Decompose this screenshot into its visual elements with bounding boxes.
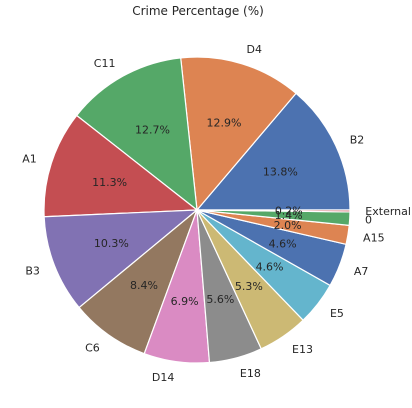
pie-percent-label: 12.9% <box>207 116 242 129</box>
pie-slices <box>43 56 351 364</box>
pie-percent-label: 0.2% <box>275 205 303 218</box>
pie-percent-label: 4.6% <box>269 237 297 250</box>
pie-category-label: 0 <box>365 214 372 227</box>
pie-category-label: A7 <box>354 265 369 278</box>
pie-slice-b2 <box>195 92 351 211</box>
pie-percent-label: 1.4% <box>275 209 303 222</box>
pie-percent-label: 6.9% <box>171 295 199 308</box>
pie-category-label: C11 <box>94 57 116 70</box>
pie-percent-label: 10.3% <box>94 237 129 250</box>
pie-category-label: D14 <box>152 371 174 384</box>
pie-percent-label: 11.3% <box>92 176 127 189</box>
pie-percent-labels: 13.8% 12.9% 12.7% 11.3% 10.3% 8.4% 6.9% 5.6%5.3… <box>92 116 303 308</box>
pie-percent-label: 12.7% <box>135 124 170 137</box>
pie-slice-b3 <box>43 209 199 309</box>
pie-category-label: C6 <box>85 341 100 354</box>
pie-category-label: E13 <box>292 343 313 356</box>
pie-category-label: A1 <box>22 153 37 166</box>
pie-slice-external <box>196 209 351 213</box>
pie-category-label: B2 <box>350 133 365 146</box>
pie-category-label: D4 <box>246 43 261 56</box>
pie-category-label: E5 <box>330 307 344 320</box>
pie-percent-label: 4.6% <box>256 260 284 273</box>
pie-slice-c11 <box>75 57 198 212</box>
pie-percent-label: 5.6% <box>206 293 234 306</box>
pie-category-label: A15 <box>363 231 385 244</box>
chart-title: Crime Percentage (%) <box>132 4 264 18</box>
pie-percent-label: 8.4% <box>130 279 158 292</box>
pie-category-label: E18 <box>240 367 261 380</box>
pie-category-label: External <box>365 205 411 218</box>
pie-percent-label: 13.8% <box>263 165 298 178</box>
pie-percent-label: 2.0% <box>274 219 302 232</box>
pie-category-label: B3 <box>25 264 40 277</box>
pie-percent-label: 5.3% <box>235 280 263 293</box>
pie-slice-a1 <box>43 114 199 218</box>
pie-slice-d4 <box>180 56 297 212</box>
